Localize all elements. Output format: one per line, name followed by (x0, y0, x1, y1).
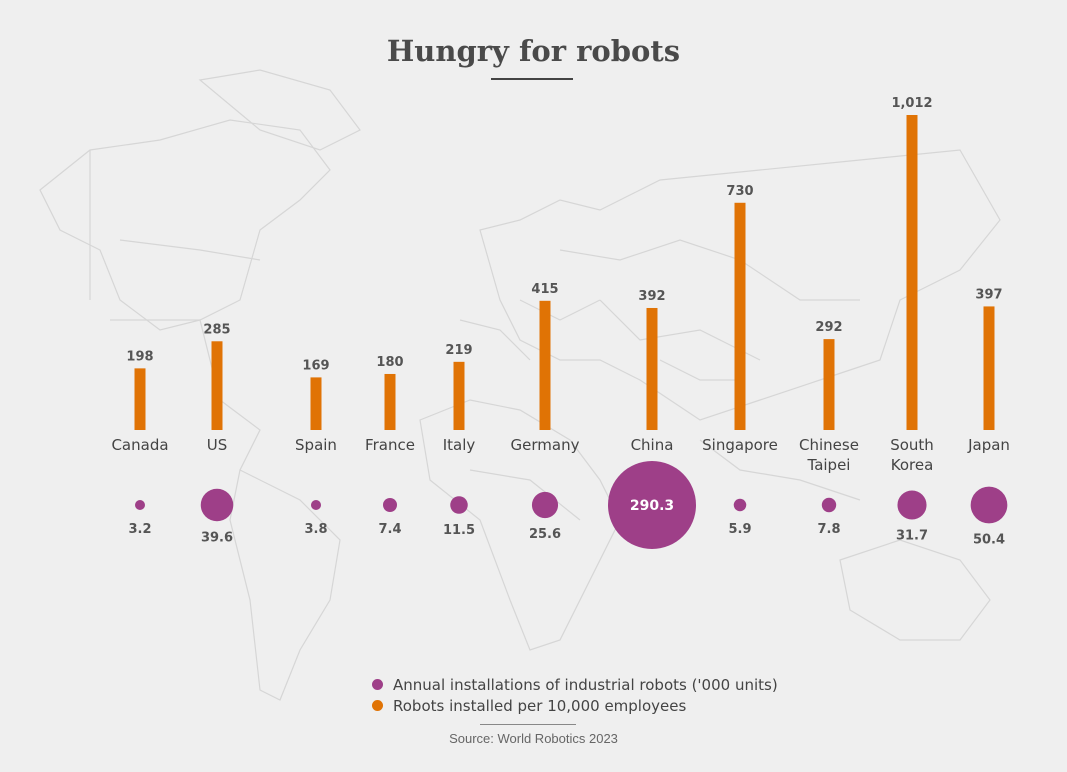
bubble-south-korea (897, 490, 927, 520)
legend-bubble-swatch (372, 679, 383, 690)
bar-france (384, 373, 396, 430)
category-label-south-korea: South Korea (890, 436, 934, 474)
bar-us (211, 341, 223, 430)
bar-spain (310, 377, 322, 430)
title-underline (491, 78, 573, 80)
bubble-label-us: 39.6 (201, 530, 233, 545)
bar-chinese-taipei (823, 339, 835, 430)
bar-label-spain: 169 (302, 358, 329, 373)
bar-label-china: 392 (638, 289, 665, 304)
legend-item-installations: Annual installations of industrial robot… (372, 674, 778, 695)
bar-label-italy: 219 (445, 343, 472, 358)
bubble-spain (310, 499, 322, 511)
bar-japan (983, 306, 995, 430)
bubble-label-chinese-taipei: 7.8 (817, 522, 840, 537)
legend-divider (480, 724, 576, 725)
bubble-us (200, 488, 234, 522)
category-label-germany: Germany (511, 436, 580, 454)
bar-label-canada: 198 (126, 349, 153, 364)
bubble-label-france: 7.4 (378, 522, 401, 537)
bar-label-france: 180 (376, 355, 403, 370)
bubble-label-china: 290.3 (630, 498, 674, 514)
category-label-canada: Canada (111, 436, 168, 454)
category-label-chinese-taipei: Chinese Taipei (799, 436, 859, 474)
category-label-spain: Spain (295, 436, 337, 454)
bar-singapore (734, 202, 746, 430)
bar-label-us: 285 (203, 322, 230, 337)
bar-label-chinese-taipei: 292 (815, 320, 842, 335)
category-label-china: China (631, 436, 674, 454)
bar-label-japan: 397 (975, 287, 1002, 302)
bubble-label-italy: 11.5 (443, 523, 475, 538)
category-label-italy: Italy (443, 436, 476, 454)
legend-label-density: Robots installed per 10,000 employees (393, 696, 687, 715)
category-label-singapore: Singapore (702, 436, 778, 454)
bubble-canada (135, 500, 145, 510)
bubble-china (608, 461, 696, 549)
bar-italy (453, 361, 465, 430)
bubble-france (382, 497, 398, 513)
bar-south-korea (906, 115, 918, 430)
bar-canada (134, 368, 146, 430)
bubble-label-germany: 25.6 (529, 527, 561, 542)
category-label-france: France (365, 436, 415, 454)
bar-label-germany: 415 (531, 282, 558, 297)
bar-label-singapore: 730 (726, 184, 753, 199)
legend-bar-swatch (372, 700, 383, 711)
category-label-us: US (207, 436, 228, 454)
chart-title: Hungry for robots (386, 34, 681, 68)
bubble-label-spain: 3.8 (304, 522, 327, 537)
bubble-japan (970, 486, 1008, 524)
legend: Annual installations of industrial robot… (372, 674, 778, 716)
source-note: Source: World Robotics 2023 (449, 731, 618, 746)
bubble-italy (450, 496, 468, 514)
bubble-germany (531, 491, 559, 519)
bubble-label-singapore: 5.9 (728, 522, 751, 537)
legend-item-density: Robots installed per 10,000 employees (372, 695, 778, 716)
bar-germany (539, 300, 551, 430)
bubble-label-south-korea: 31.7 (896, 529, 928, 544)
bubble-singapore (733, 498, 747, 512)
category-label-japan: Japan (967, 436, 1010, 454)
bubble-label-japan: 50.4 (973, 532, 1005, 547)
bar-label-south-korea: 1,012 (891, 96, 932, 111)
bubble-label-canada: 3.2 (128, 522, 151, 537)
legend-label-installations: Annual installations of industrial robot… (393, 675, 778, 694)
bubble-chinese-taipei (821, 497, 837, 513)
bar-china (646, 307, 658, 430)
